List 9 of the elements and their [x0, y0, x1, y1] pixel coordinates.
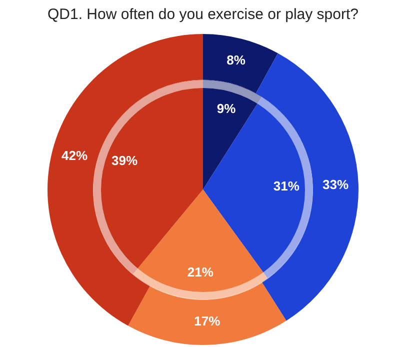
data-label: 17% [194, 314, 221, 329]
data-label: 33% [322, 176, 350, 192]
data-label: 42% [62, 148, 88, 164]
chart-title: QD1. How often do you exercise or play sport? [46, 6, 360, 23]
data-label: 39% [111, 152, 138, 168]
data-label: 8% [226, 52, 246, 68]
data-label: 9% [216, 100, 236, 116]
data-label: 21% [187, 264, 214, 280]
data-label: 31% [273, 178, 300, 194]
